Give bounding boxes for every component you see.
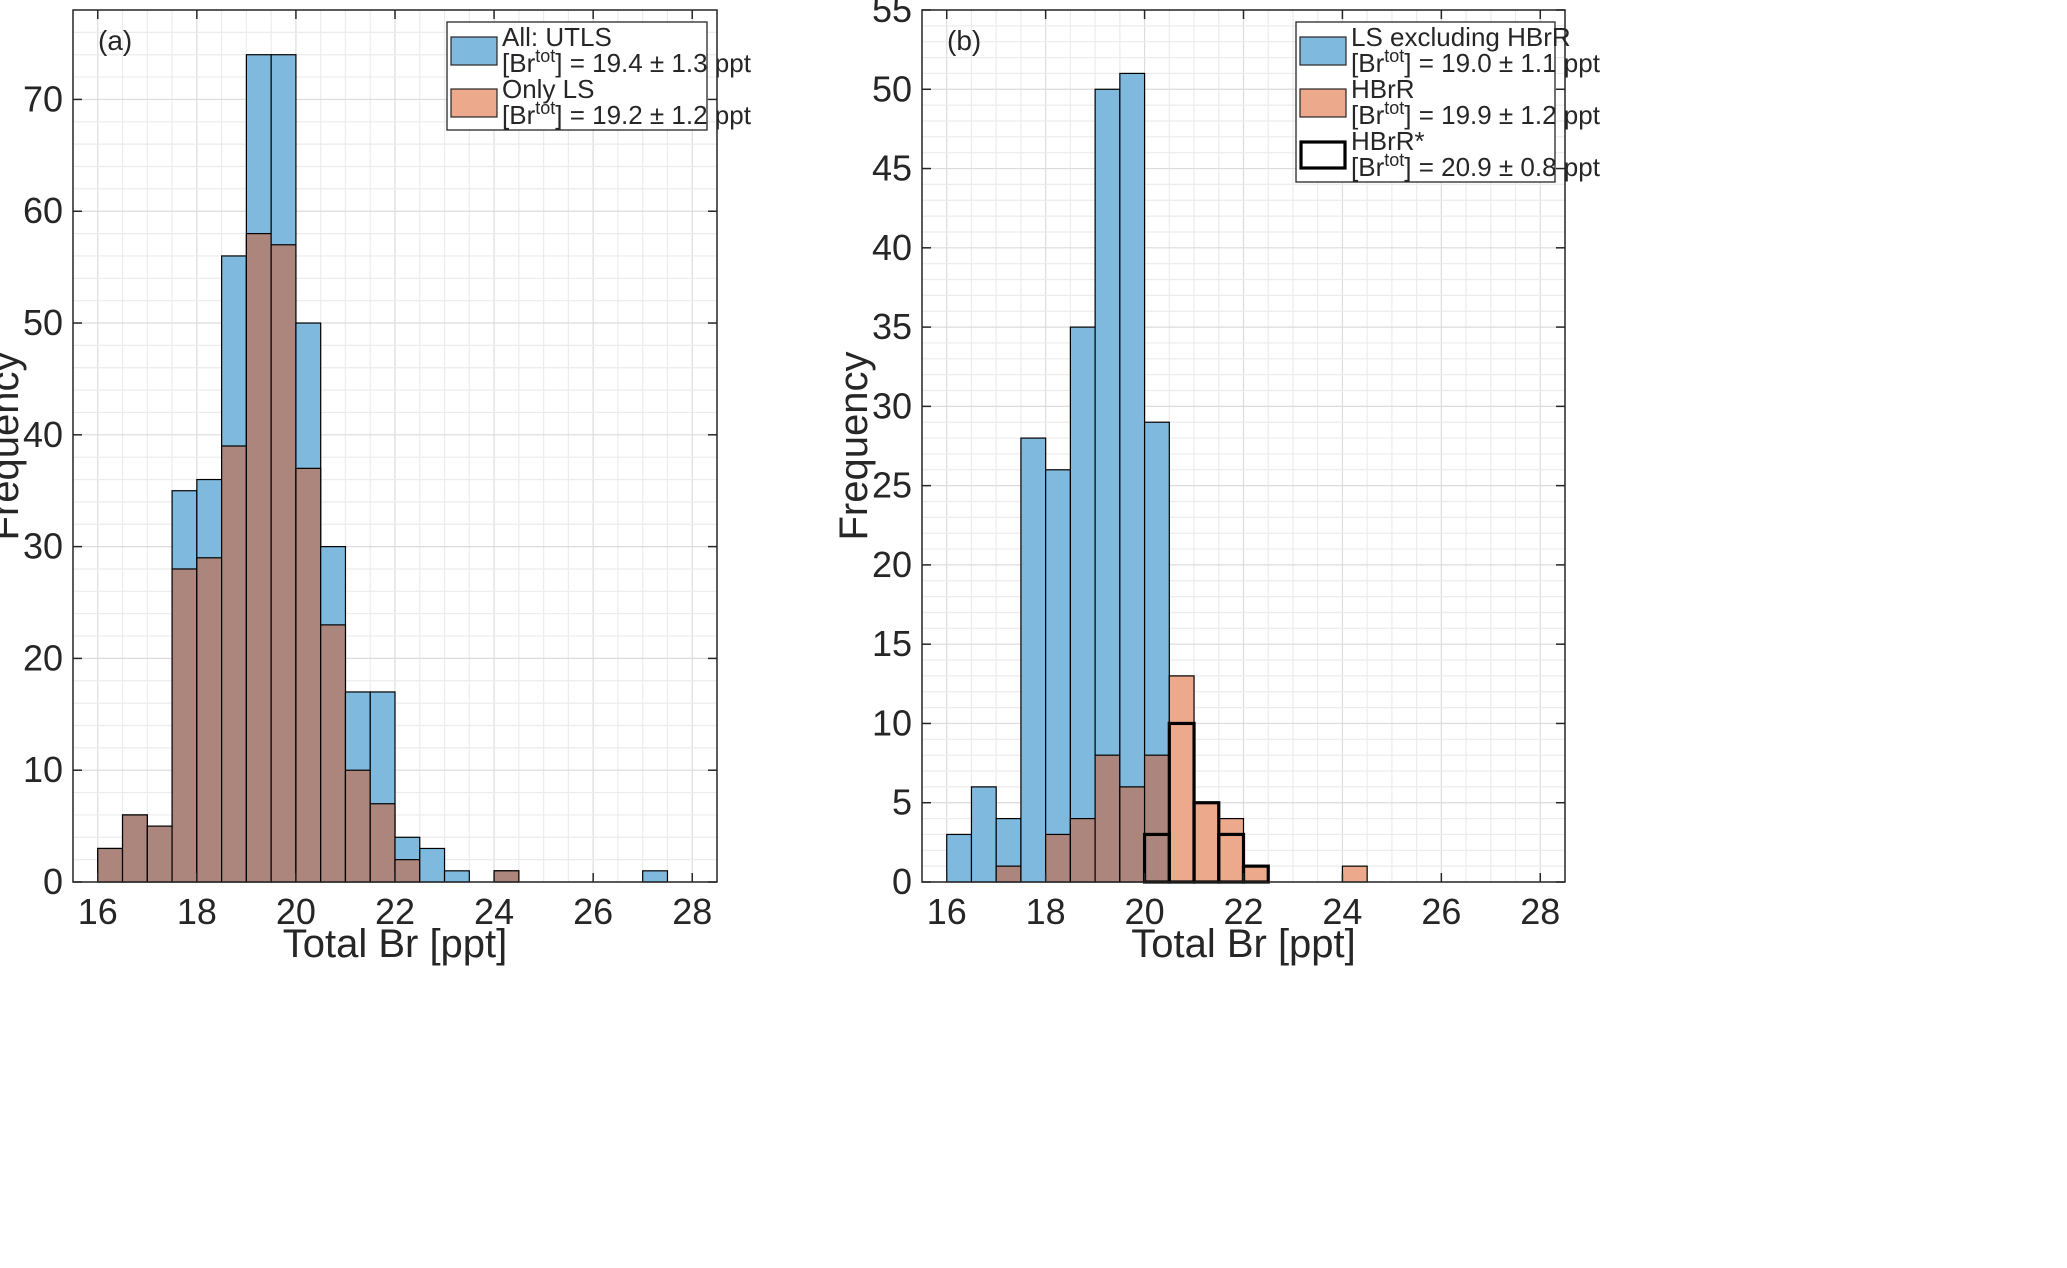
bar-hbrr-6	[1094, 754, 1121, 883]
y-tick-label: 60	[23, 190, 63, 231]
x-tick-label: 28	[1520, 891, 1560, 932]
x-tick-label: 28	[672, 891, 712, 932]
y-tick-label: 45	[872, 148, 912, 189]
y-tick-label: 15	[872, 623, 912, 664]
y-tick-label: 50	[872, 68, 912, 109]
y-tick-label: 50	[23, 302, 63, 343]
y-tick-label: 30	[23, 526, 63, 567]
y-tick-label: 35	[872, 306, 912, 347]
legend-stat-only-ls: [Brtot] = 19.2 ± 1.2 ppt	[502, 98, 752, 130]
bar-hbrr-extra-9	[1168, 675, 1195, 883]
y-axis-label: Frequency	[0, 352, 27, 541]
ticks: 16 18 20 22 24 26 28 0 10 20 30 40 50 60 70	[23, 10, 717, 932]
y-tick-label: 40	[23, 414, 63, 455]
bars	[946, 72, 1368, 883]
bar-all-utls-22	[642, 870, 669, 883]
bar-hbrr-2	[995, 865, 1022, 883]
y-tick-label: 40	[872, 227, 912, 268]
legend-stat-hbrr: [Brtot] = 19.9 ± 1.2 ppt	[1351, 98, 1601, 130]
y-tick-label: 10	[872, 702, 912, 743]
legend-swatch-hbrr-	[1299, 140, 1347, 170]
bar-ls-excluding-hbrr-3	[1020, 437, 1047, 883]
bar-ls-excluding-hbrr-0	[946, 833, 973, 883]
y-tick-label: 30	[872, 385, 912, 426]
y-tick-label: 20	[23, 637, 63, 678]
bar-only-ls-4	[196, 557, 223, 883]
x-tick-label: 24	[474, 891, 514, 932]
bar-only-ls-2	[146, 825, 173, 883]
legend-stat-ls-excluding-hbrr: [Brtot] = 19.0 ± 1.1 ppt	[1351, 46, 1601, 78]
bars	[97, 54, 669, 883]
panel-label: (b)	[947, 25, 981, 56]
bar-ls-excluding-hbrr-5	[1069, 326, 1096, 883]
y-tick-label: 0	[892, 861, 912, 902]
legend-swatch-hbrr	[1299, 88, 1347, 118]
bar-hbrr-extra-11	[1218, 817, 1245, 883]
bar-ls-excluding-hbrr-7	[1119, 72, 1146, 883]
bar-only-ls-10	[344, 769, 371, 883]
bar-all-utls-13	[419, 847, 446, 883]
legend-stat-all-utls: [Brtot] = 19.4 ± 1.3 ppt	[502, 46, 752, 78]
bar-ls-excluding-hbrr-1	[970, 786, 997, 883]
ticks: 16 18 20 22 24 26 28 0 5 10 15 20 25 30 35 40 45 50 55	[872, 0, 1565, 932]
x-tick-label: 18	[177, 891, 217, 932]
x-tick-label: 26	[573, 891, 613, 932]
y-tick-label: 55	[872, 0, 912, 30]
x-tick-label: 20	[276, 891, 316, 932]
legend-swatch-all-utls	[450, 36, 498, 66]
bar-only-ls-7	[270, 244, 297, 883]
y-axis-label: Frequency	[832, 352, 876, 541]
bar-only-ls-11	[369, 803, 396, 883]
bar-hbrr-5	[1069, 817, 1096, 883]
x-tick-label: 20	[1125, 891, 1165, 932]
bar-only-ls-1	[121, 814, 148, 883]
bar-hbrr-7	[1119, 786, 1146, 883]
legend-swatch-ls-excluding-hbrr	[1299, 36, 1347, 66]
bar-only-ls-12	[394, 859, 421, 883]
y-tick-label: 0	[43, 861, 63, 902]
legend-swatch-only-ls	[450, 88, 498, 118]
bar-only-ls-16	[493, 870, 520, 883]
y-tick-label: 70	[23, 78, 63, 119]
bar-only-ls-0	[97, 847, 124, 883]
panel-a: 16 18 20 22 24 26 28 0 10 20 30 40 50 60 70 Total Br [p…	[0, 9, 752, 966]
x-axis-label: Total Br [ppt]	[283, 922, 508, 966]
bar-only-ls-3	[171, 568, 198, 883]
bar-hbrr-extra-10	[1193, 802, 1220, 883]
bar-hbrr-extra-16	[1341, 865, 1368, 883]
bar-hbrr-4	[1045, 833, 1071, 883]
legend-label-hbrr: HBrR	[1351, 74, 1415, 104]
legend-label-ls-excluding-hbrr: LS excluding HBrR	[1351, 22, 1571, 52]
y-tick-label: 5	[892, 782, 912, 823]
x-tick-label: 26	[1421, 891, 1461, 932]
legend-label-only-ls: Only LS	[502, 74, 595, 104]
legend-label-all-utls: All: UTLS	[502, 22, 612, 52]
y-tick-label: 25	[872, 465, 912, 506]
bar-ls-excluding-hbrr-6	[1094, 88, 1121, 883]
bar-only-ls-8	[295, 467, 322, 883]
x-tick-label: 18	[1026, 891, 1066, 932]
bar-ls-excluding-hbrr-4	[1045, 469, 1071, 883]
x-tick-label: 16	[78, 891, 118, 932]
x-tick-label: 22	[1223, 891, 1263, 932]
x-tick-label: 22	[375, 891, 415, 932]
legend-label-hbrr-: HBrR*	[1351, 126, 1425, 156]
panel-label: (a)	[98, 25, 132, 56]
legend-stat-hbrr-: [Brtot] = 20.9 ± 0.8 ppt	[1351, 150, 1601, 182]
bar-hbrr-extra-12	[1242, 865, 1269, 883]
x-tick-label: 24	[1322, 891, 1362, 932]
y-tick-label: 20	[872, 544, 912, 585]
y-tick-label: 10	[23, 749, 63, 790]
bar-only-ls-9	[320, 624, 347, 883]
bar-only-ls-5	[221, 445, 247, 883]
bar-only-ls-6	[245, 232, 272, 883]
bar-hbrr-8	[1143, 754, 1170, 883]
panel-b: 16 18 20 22 24 26 28 0 5 10 15 20 25 30 35 40 45 50 55 Tota…	[832, 0, 1601, 966]
bar-all-utls-14	[443, 870, 470, 883]
x-tick-label: 16	[927, 891, 967, 932]
legend: LS excluding HBrR[Brtot] = 19.0 ± 1.1 pp…	[1295, 21, 1601, 183]
x-axis-label: Total Br [ppt]	[1131, 922, 1356, 966]
